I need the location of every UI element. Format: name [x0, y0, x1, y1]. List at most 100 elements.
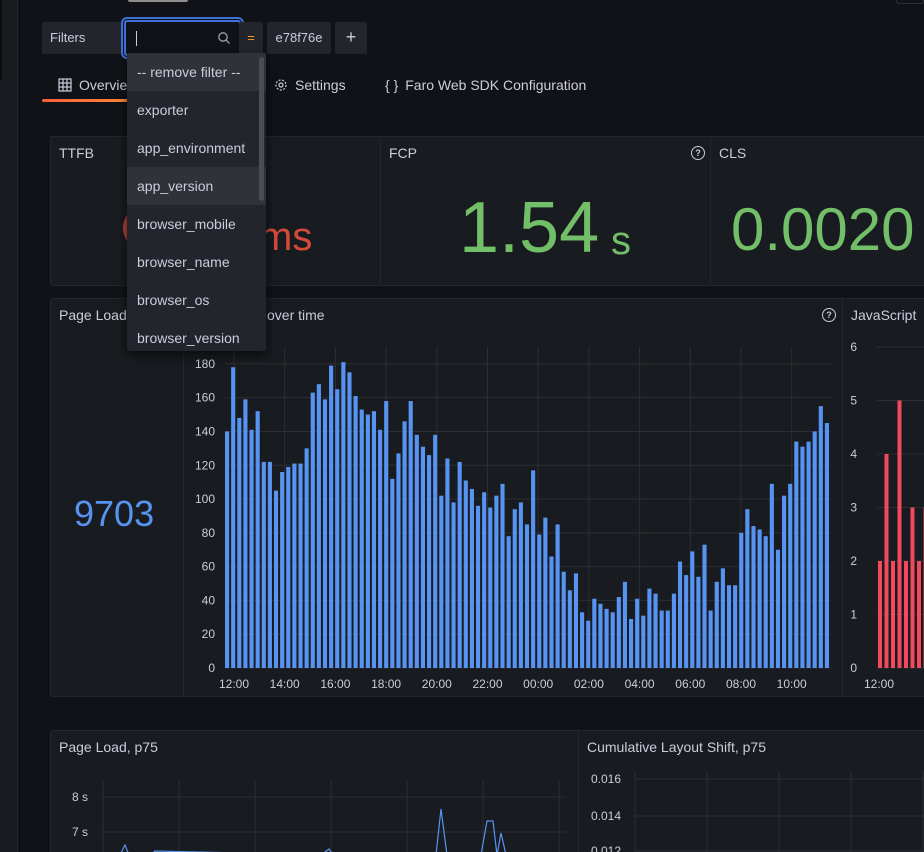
dropdown-option[interactable]: browser_name	[137, 254, 230, 270]
y-tick-label: 5	[850, 394, 857, 408]
panel-title: JavaScript	[851, 307, 917, 323]
x-tick-label: 06:00	[675, 677, 705, 691]
bar	[812, 431, 817, 668]
bar	[714, 581, 719, 668]
bar	[457, 461, 462, 668]
x-tick-label: 18:00	[371, 677, 401, 691]
bar	[788, 483, 793, 668]
filter-value[interactable]: e78f76e	[267, 22, 331, 54]
bar	[702, 544, 707, 668]
add-filter-button[interactable]: +	[335, 22, 367, 54]
bar	[580, 612, 585, 668]
bar	[273, 490, 279, 668]
bar	[806, 441, 811, 668]
bar	[884, 454, 889, 668]
bar	[904, 561, 908, 668]
y-tick-label: 6	[850, 340, 857, 354]
bar	[390, 478, 395, 668]
bar	[475, 505, 481, 668]
dropdown-option[interactable]: browser_version	[137, 330, 240, 346]
page-load-panel: Page Load over time ? 9703 0 20 40 60 80 100 1…	[50, 298, 843, 697]
help-icon[interactable]: ?	[691, 146, 705, 160]
bar	[261, 461, 266, 668]
bar	[690, 551, 695, 668]
page-load-total: 9703	[74, 493, 155, 534]
table-icon	[58, 78, 72, 92]
bar	[684, 575, 689, 668]
fcp-value: 1.54	[459, 188, 600, 268]
panel-divider	[183, 299, 184, 696]
dropdown-option[interactable]: app_environment	[137, 140, 246, 156]
bar	[800, 446, 805, 668]
bar	[616, 597, 621, 668]
y-tick-label: 140	[195, 424, 215, 438]
y-tick-label: 7 s	[72, 825, 88, 839]
panel-title: Cumulative Layout Shift, p75	[587, 739, 766, 755]
bar	[824, 423, 829, 668]
series-line	[120, 808, 506, 852]
bar	[267, 461, 272, 668]
fcp-panel: FCP ? 1.54 s	[380, 136, 711, 286]
bar	[427, 455, 432, 668]
bar	[671, 593, 676, 668]
panel-title: Page Load, p75	[59, 739, 158, 755]
cls-p75-panel: Cumulative Layout Shift, p75 0.016 0.014 0…	[578, 730, 924, 852]
ttfb-unit: ms	[259, 215, 313, 259]
page-load-p75-panel: Page Load, p75 8 s 7 s	[50, 730, 579, 852]
bar	[531, 470, 536, 668]
page-title-fragment	[128, 0, 188, 2]
cls-p75-chart: 0.016 0.014 0.012	[591, 771, 924, 852]
dropdown-option-selected[interactable]: app_version	[127, 167, 266, 205]
tab-settings[interactable]: Settings	[274, 70, 346, 100]
y-tick-label: 100	[195, 492, 215, 506]
x-tick-label: 10:00	[777, 677, 807, 691]
x-tick-label: 16:00	[320, 677, 350, 691]
bar	[739, 532, 744, 668]
bar	[463, 480, 468, 668]
help-icon[interactable]: ?	[822, 308, 836, 322]
y-tick-label: 0.014	[591, 809, 621, 823]
panel-title-right: over time	[267, 307, 325, 323]
bar	[365, 414, 370, 668]
bar	[488, 507, 493, 668]
bar	[518, 502, 523, 668]
tab-overview[interactable]: Overview	[58, 70, 137, 100]
bar	[897, 400, 902, 668]
dropdown-scrollbar[interactable]	[259, 57, 264, 201]
braces-icon: { }	[385, 77, 399, 93]
bar	[537, 534, 542, 668]
bar	[353, 395, 358, 668]
bar	[292, 463, 297, 668]
tab-faro-config[interactable]: { } Faro Web SDK Configuration	[385, 70, 586, 100]
bar	[237, 417, 242, 668]
bar	[506, 536, 511, 668]
dropdown-option[interactable]: browser_os	[137, 292, 210, 308]
bar	[420, 446, 425, 668]
dropdown-option[interactable]: exporter	[137, 102, 189, 118]
bar	[439, 495, 444, 668]
x-tick-label: 00:00	[523, 677, 553, 691]
bar	[402, 421, 407, 668]
bar	[733, 585, 738, 668]
bar	[561, 571, 566, 668]
bar	[763, 536, 768, 668]
y-tick-label: 0.012	[591, 844, 621, 852]
bar	[610, 612, 615, 668]
bar	[543, 517, 548, 668]
bar	[451, 502, 456, 668]
dropdown-option[interactable]: browser_mobile	[137, 216, 236, 232]
dropdown-option-remove[interactable]: -- remove filter --	[127, 53, 266, 91]
bar	[659, 610, 664, 668]
filter-operator[interactable]: =	[239, 22, 263, 54]
bar	[384, 401, 389, 668]
bar	[524, 524, 530, 668]
panel-title: TTFB	[59, 145, 94, 161]
filters-label: Filters	[42, 22, 122, 54]
filter-key-input[interactable]	[124, 20, 241, 56]
bar	[347, 372, 352, 668]
y-tick-label: 1	[850, 608, 857, 622]
bar	[745, 509, 750, 668]
bar	[653, 593, 658, 668]
bar	[775, 549, 781, 668]
